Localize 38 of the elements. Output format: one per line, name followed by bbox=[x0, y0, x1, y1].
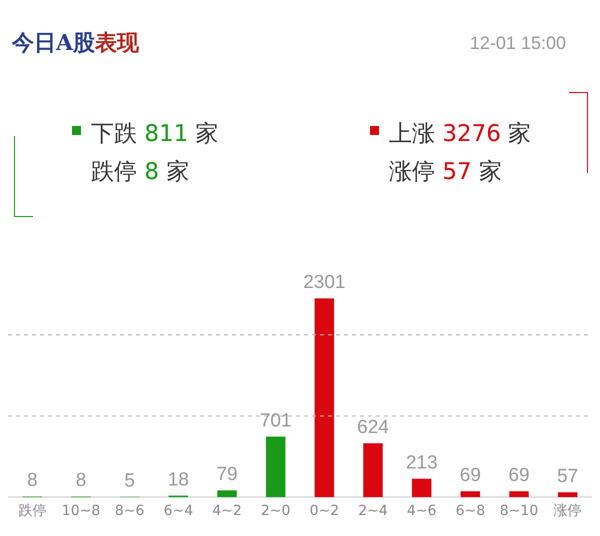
data-label: 213 bbox=[406, 452, 438, 474]
data-label: 5 bbox=[124, 470, 135, 492]
data-label: 69 bbox=[460, 464, 481, 486]
text: 跌停 8 家 bbox=[91, 159, 190, 185]
text: 涨停 57 家 bbox=[389, 159, 502, 185]
x-tick-label: 6~4 bbox=[164, 503, 194, 520]
chart-title: 今日A股表现 bbox=[12, 30, 140, 56]
x-tick-label: 8~6 bbox=[114, 503, 145, 520]
x-tick-label: 2~4 bbox=[358, 503, 388, 520]
data-label: 18 bbox=[168, 469, 189, 490]
x-tick-label: 0~2 bbox=[310, 503, 340, 520]
text: 上涨 3276 家 bbox=[389, 121, 532, 147]
x-tick-label: 跌停 bbox=[18, 503, 46, 520]
bar bbox=[217, 490, 237, 498]
x-tick-label: 10~8 bbox=[62, 503, 100, 520]
bar bbox=[314, 298, 334, 498]
text: 12-01 15:00 bbox=[470, 32, 566, 54]
data-label: 8 bbox=[27, 470, 38, 492]
bar bbox=[266, 436, 286, 498]
data-label: 69 bbox=[508, 464, 530, 486]
data-label: 701 bbox=[260, 410, 292, 432]
data-label: 624 bbox=[357, 417, 390, 438]
bar bbox=[509, 491, 529, 498]
bar bbox=[412, 478, 432, 498]
x-tick-label: 4~2 bbox=[212, 503, 242, 520]
bar bbox=[460, 491, 480, 498]
bar bbox=[363, 443, 383, 498]
x-tick-label: 8~10 bbox=[500, 503, 538, 520]
x-tick-label: 涨停 bbox=[554, 503, 582, 520]
x-tick-label: 2~0 bbox=[260, 503, 290, 520]
x-tick-label: 6~8 bbox=[456, 503, 486, 520]
data-label: 2301 bbox=[303, 272, 346, 294]
data-label: 8 bbox=[76, 470, 86, 492]
data-label: 79 bbox=[216, 464, 238, 486]
text: 下跌 811 家 bbox=[91, 121, 219, 147]
data-label: 57 bbox=[557, 466, 578, 488]
bar bbox=[558, 492, 578, 498]
x-tick-label: 4~6 bbox=[406, 503, 437, 520]
